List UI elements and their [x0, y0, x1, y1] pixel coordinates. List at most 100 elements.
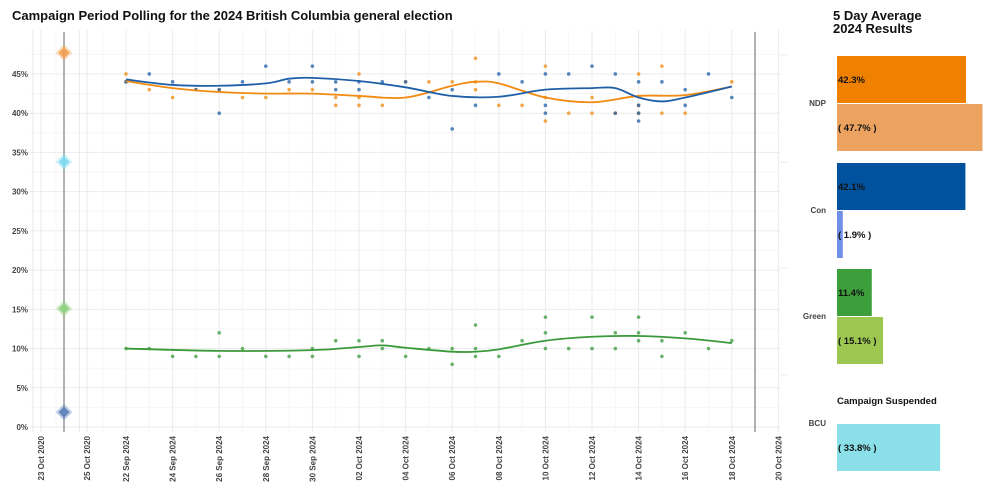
poll-point-con — [543, 111, 548, 115]
poll-point-green — [730, 338, 734, 343]
poll-point-green — [310, 354, 315, 359]
y-tick-label: 20% — [12, 266, 28, 275]
x-tick-label: 25 Oct 2020 — [83, 435, 92, 480]
poll-point-ndp — [333, 95, 338, 100]
bar-label-green: ( 15.1% ) — [838, 336, 877, 347]
previous-result-marker-ndp — [58, 47, 70, 59]
category-label-ndp: NDP — [809, 99, 827, 108]
poll-point-con — [450, 87, 455, 92]
poll-point-ndp — [450, 80, 455, 84]
y-tick-label: 5% — [16, 384, 28, 393]
bar-label-ndp: 42.3% — [838, 75, 865, 86]
poll-point-green — [497, 354, 501, 359]
poll-point-green — [613, 331, 618, 335]
poll-point-green — [194, 354, 198, 359]
poll-point-green — [543, 331, 548, 335]
poll-point-green — [333, 338, 338, 343]
poll-point-green — [170, 354, 175, 359]
poll-point-green — [636, 315, 641, 319]
poll-point-con — [403, 80, 408, 84]
bar-ndp-2024 — [837, 56, 967, 103]
poll-point-con — [520, 80, 524, 84]
poll-point-con — [217, 87, 221, 92]
poll-point-con — [240, 80, 245, 84]
poll-point-ndp — [683, 111, 687, 115]
poll-point-con — [730, 95, 734, 100]
x-tick-label: 16 Oct 2024 — [681, 435, 690, 480]
campaign-suspended-annotation: Campaign Suspended — [837, 396, 937, 407]
poll-point-green — [403, 354, 408, 359]
x-tick-label: 04 Oct 2024 — [402, 435, 411, 480]
side-title-line1: 5 Day Average — [833, 8, 922, 23]
x-tick-label: 12 Oct 2024 — [588, 435, 597, 480]
y-tick-label: 45% — [12, 70, 28, 79]
bar-bcu-2020 — [837, 424, 941, 471]
poll-point-con — [170, 80, 175, 84]
bar-green-2020 — [837, 317, 884, 364]
poll-point-ndp — [333, 103, 338, 108]
x-tick-label: 23 Oct 2020 — [37, 435, 46, 480]
x-tick-label: 08 Oct 2024 — [495, 435, 504, 480]
poll-point-con — [543, 103, 548, 108]
poll-point-con — [473, 103, 478, 108]
x-tick-label: 30 Sep 2024 — [308, 435, 317, 481]
poll-point-green — [613, 346, 618, 351]
poll-point-con — [613, 111, 618, 115]
poll-point-green — [473, 323, 478, 327]
poll-point-green — [660, 338, 664, 343]
x-tick-label: 28 Sep 2024 — [262, 435, 271, 481]
x-tick-label: 26 Sep 2024 — [215, 435, 224, 481]
poll-point-con — [590, 64, 594, 68]
x-tick-label: 10 Oct 2024 — [541, 435, 550, 480]
poll-point-con — [217, 111, 221, 115]
poll-point-green — [543, 315, 548, 319]
poll-point-con — [613, 72, 618, 76]
y-tick-label: 15% — [12, 305, 28, 314]
poll-point-green — [566, 346, 571, 351]
bar-label-con: 42.1% — [838, 182, 865, 193]
y-tick-label: 35% — [12, 148, 28, 157]
poll-point-ndp — [427, 80, 431, 84]
poll-point-green — [357, 338, 361, 343]
x-tick-label: 18 Oct 2024 — [728, 435, 737, 480]
poll-point-green — [240, 346, 245, 351]
poll-point-ndp — [730, 80, 734, 84]
poll-point-ndp — [543, 64, 548, 68]
poll-point-ndp — [543, 119, 548, 123]
poll-point-ndp — [287, 87, 291, 92]
poll-point-con — [660, 80, 664, 84]
poll-point-con — [636, 80, 641, 84]
x-tick-label: 22 Sep 2024 — [122, 435, 131, 481]
poll-point-con — [310, 80, 315, 84]
poll-point-green — [636, 338, 641, 343]
poll-point-green — [543, 346, 548, 351]
poll-point-ndp — [124, 72, 128, 76]
poll-point-ndp — [357, 103, 361, 108]
x-tick-label: 06 Oct 2024 — [448, 435, 457, 480]
poll-point-green — [380, 346, 385, 351]
poll-point-green — [473, 346, 478, 351]
bar-label-ndp: ( 47.7% ) — [838, 123, 877, 134]
poll-point-ndp — [660, 111, 664, 115]
poll-point-green — [380, 338, 385, 343]
x-tick-label: 20 Oct 2024 — [774, 435, 783, 480]
x-tick-label: 02 Oct 2024 — [355, 435, 364, 480]
y-tick-label: 25% — [12, 227, 28, 236]
poll-point-green — [590, 346, 594, 351]
bar-con-2020 — [837, 211, 843, 258]
poll-point-ndp — [473, 56, 478, 61]
bar-green-2024 — [837, 269, 872, 316]
bar-label-bcu: ( 33.8% ) — [838, 443, 877, 454]
poll-point-con — [497, 72, 501, 76]
poll-point-green — [590, 315, 594, 319]
poll-point-con — [636, 119, 641, 123]
poll-point-ndp — [240, 95, 245, 100]
poll-point-con — [333, 80, 338, 84]
poll-point-ndp — [497, 103, 501, 108]
poll-point-con — [427, 95, 431, 100]
poll-point-con — [310, 64, 315, 68]
chart-title: Campaign Period Polling for the 2024 Bri… — [12, 8, 453, 23]
poll-point-con — [287, 80, 291, 84]
bar-label-green: 11.4% — [838, 288, 865, 299]
